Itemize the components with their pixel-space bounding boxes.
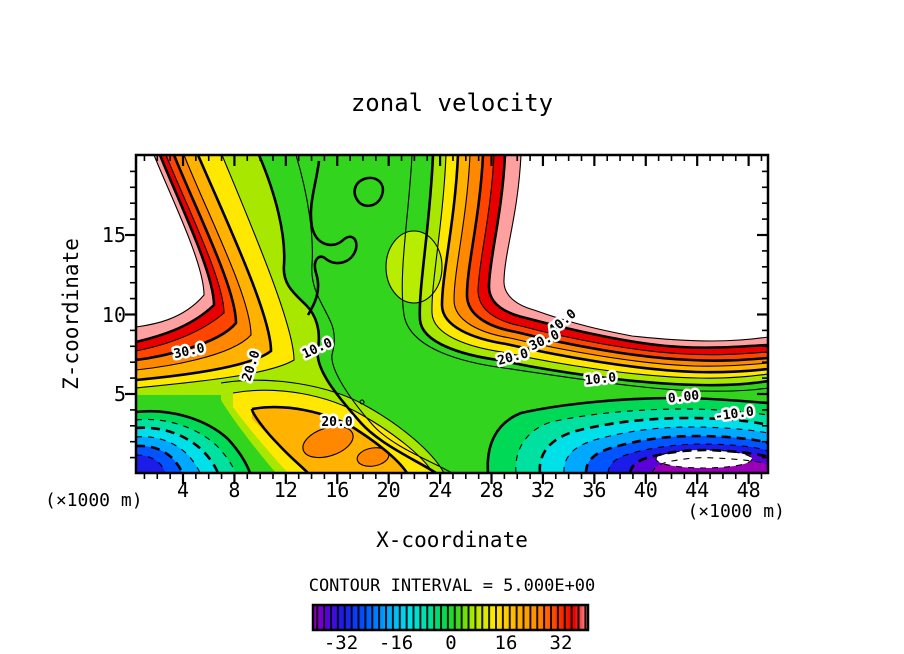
colorbar-tick-label: -16 [379,632,413,654]
x-tick-label: 24 [428,478,452,502]
y-axis-label: Z-coordinate [59,238,83,390]
x-unit-label-left: (×1000 m) [45,490,143,511]
x-tick-label: 48 [737,478,761,502]
x-tick-label: 36 [582,478,606,502]
y-tick-label: 15 [102,223,126,247]
plot-frame [134,153,770,475]
contour-interval-label: CONTOUR INTERVAL = 5.000E+00 [309,576,596,596]
contour-field: 30.0 20.0 10.0 20.0 40.0 30.0 20.0 10.0 … [136,155,768,473]
y-tick-label: 10 [102,303,126,327]
contour-label: 0.00 [667,388,700,406]
colorbar-tick-labels: -32 -16 0 16 32 [324,632,573,654]
x-tick-label: 20 [377,478,401,502]
x-tick-label: 32 [531,478,555,502]
x-tick-label: 12 [274,478,298,502]
x-tick-label: 28 [479,478,503,502]
colorbar-frame [311,603,590,632]
y-axis-tick-labels: 5 10 15 [102,223,126,406]
x-axis-tick-labels: 4 8 12 16 20 24 28 32 36 40 44 48 [177,478,761,502]
x-tick-label: 4 [177,478,189,502]
contour-label: 10.0 [584,370,617,388]
colorbar-tick-label: 0 [445,632,456,654]
y-tick-label: 5 [114,382,126,406]
x-axis-label: X-coordinate [376,528,528,552]
colorbar-tick-label: -32 [324,632,358,654]
x-tick-label: 8 [228,478,240,502]
x-tick-label: 44 [685,478,709,502]
x-unit-label-right: (×1000 m) [687,501,785,522]
x-tick-label: 16 [325,478,349,502]
colorbar-tick-label: 32 [550,632,573,654]
colorbar-tick-label: 16 [495,632,518,654]
colorbar: -32 -16 0 16 32 [311,603,590,654]
page-title: zonal velocity [351,89,553,117]
x-tick-label: 40 [634,478,658,502]
contour-label: 20.0 [321,415,352,430]
